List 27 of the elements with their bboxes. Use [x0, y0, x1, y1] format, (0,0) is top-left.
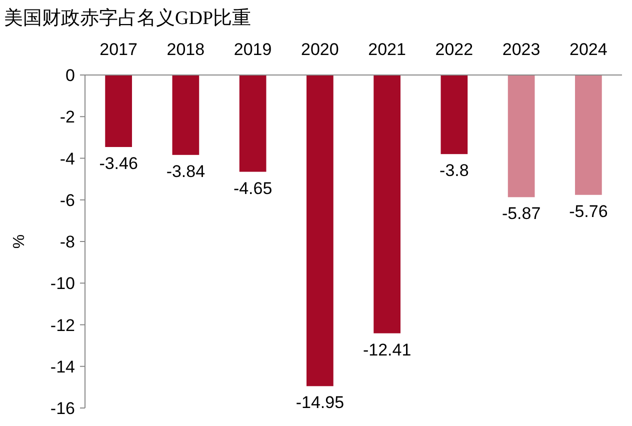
- data-label: -4.65: [233, 178, 272, 198]
- data-label: -5.76: [569, 202, 608, 221]
- y-tick-label: -2: [60, 108, 75, 127]
- data-label: -3.8: [440, 161, 469, 180]
- x-tick-label: 2021: [368, 40, 406, 59]
- y-tick-label: -4: [60, 149, 75, 168]
- data-label: -3.84: [166, 162, 206, 181]
- x-tick-label: 2022: [435, 40, 474, 59]
- y-tick-label: 0: [66, 66, 75, 85]
- x-tick-label: 2023: [502, 40, 540, 59]
- y-tick-label: -10: [50, 274, 75, 294]
- x-tick-label: 2017: [100, 40, 138, 59]
- y-tick-label: -6: [60, 190, 75, 210]
- y-tick-label: -14: [50, 357, 75, 376]
- data-label: -14.95: [296, 393, 344, 412]
- y-tick-label: -16: [50, 399, 75, 418]
- y-tick-label: -8: [60, 232, 75, 252]
- data-label: -3.46: [99, 154, 138, 174]
- x-tick-label: 2018: [166, 40, 205, 59]
- data-label: -12.41: [362, 340, 412, 360]
- x-tick-label: 2019: [234, 40, 272, 59]
- chart-title: 美国财政赤字占名义GDP比重: [4, 7, 252, 29]
- x-tick-label: 2024: [570, 40, 608, 59]
- y-tick-label: -12: [50, 316, 75, 335]
- y-axis-title: %: [11, 234, 28, 249]
- x-tick-label: 2020: [301, 40, 339, 59]
- data-label: -5.87: [502, 204, 541, 224]
